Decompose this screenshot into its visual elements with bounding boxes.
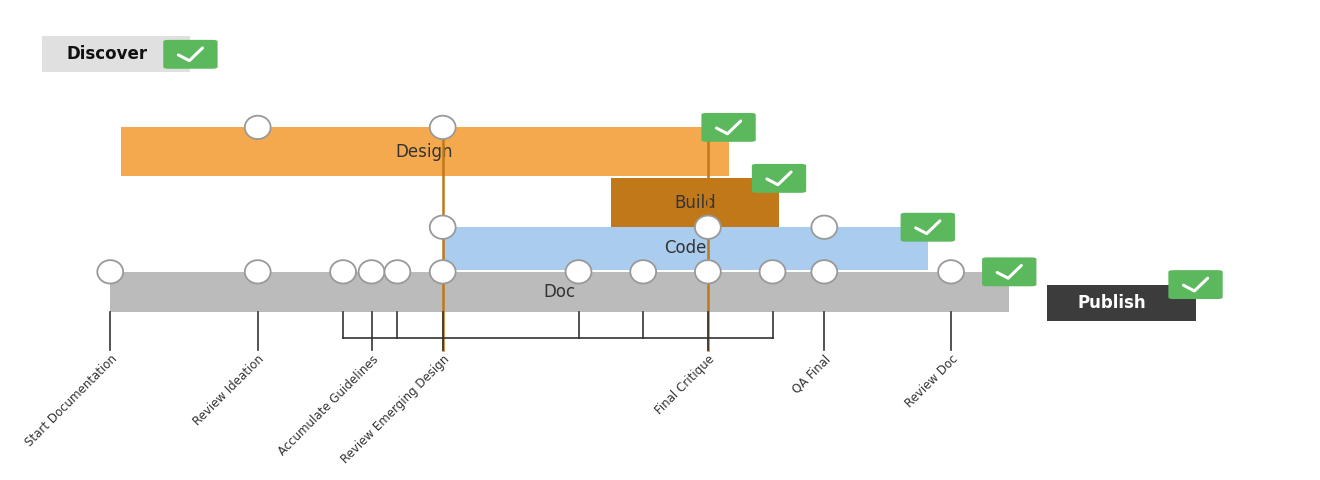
FancyBboxPatch shape [1047, 285, 1196, 321]
FancyBboxPatch shape [611, 179, 779, 227]
Ellipse shape [244, 116, 271, 139]
FancyBboxPatch shape [1168, 270, 1222, 299]
FancyBboxPatch shape [111, 272, 1010, 312]
Text: Publish: Publish [1078, 294, 1147, 312]
Text: Review Doc: Review Doc [903, 353, 960, 410]
Ellipse shape [694, 216, 721, 239]
Text: Review Ideation: Review Ideation [191, 353, 267, 428]
Ellipse shape [759, 260, 785, 284]
Ellipse shape [812, 260, 837, 284]
FancyBboxPatch shape [442, 227, 928, 270]
Text: Review Emerging Design: Review Emerging Design [338, 353, 451, 466]
Ellipse shape [430, 260, 455, 284]
Ellipse shape [630, 260, 656, 284]
FancyBboxPatch shape [982, 257, 1036, 286]
FancyBboxPatch shape [164, 40, 218, 69]
Text: QA Final: QA Final [791, 353, 833, 396]
Ellipse shape [939, 260, 964, 284]
Ellipse shape [98, 260, 123, 284]
Text: Start Documentation: Start Documentation [22, 353, 119, 449]
Ellipse shape [384, 260, 411, 284]
Ellipse shape [812, 216, 837, 239]
Text: Build: Build [675, 194, 715, 212]
Ellipse shape [694, 260, 721, 284]
FancyBboxPatch shape [42, 36, 190, 72]
Text: Doc: Doc [544, 283, 576, 301]
Ellipse shape [330, 260, 356, 284]
Text: Final Critique: Final Critique [652, 353, 717, 417]
FancyBboxPatch shape [120, 127, 729, 176]
FancyBboxPatch shape [701, 113, 756, 142]
Ellipse shape [359, 260, 384, 284]
Text: Accumulate Guidelines: Accumulate Guidelines [276, 353, 380, 458]
Text: Design: Design [396, 143, 453, 161]
Text: Code: Code [664, 240, 706, 257]
Text: Discover: Discover [66, 45, 148, 63]
FancyBboxPatch shape [900, 213, 954, 241]
Ellipse shape [430, 116, 455, 139]
Ellipse shape [430, 216, 455, 239]
FancyBboxPatch shape [752, 164, 807, 193]
Ellipse shape [565, 260, 591, 284]
Ellipse shape [244, 260, 271, 284]
